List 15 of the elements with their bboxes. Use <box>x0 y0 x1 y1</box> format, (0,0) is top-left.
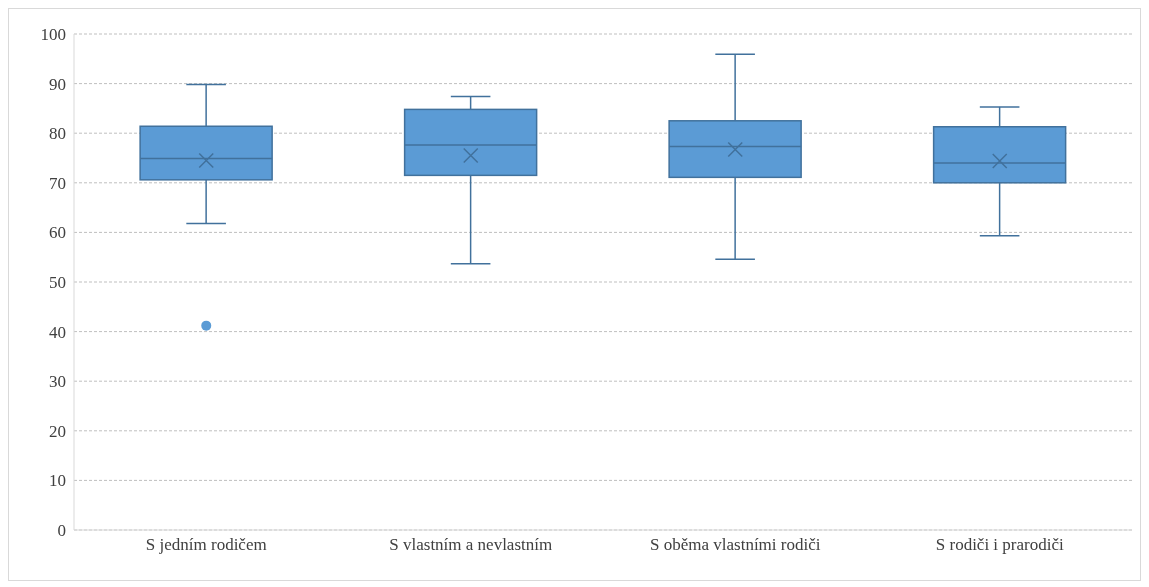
y-tick-label: 50 <box>49 273 66 293</box>
x-tick-label: S jedním rodičem <box>145 535 267 555</box>
y-tick-label: 10 <box>49 471 66 491</box>
x-tick-label: S oběma vlastními rodiči <box>650 535 821 555</box>
y-tick-label: 30 <box>49 372 66 392</box>
y-tick-label: 60 <box>49 223 66 243</box>
x-tick-label: S vlastním a nevlastním <box>389 535 553 555</box>
y-tick-label: 90 <box>49 74 66 94</box>
x-tick-label: S rodiči i prarodiči <box>935 535 1064 555</box>
y-tick-label: 100 <box>40 25 66 45</box>
y-tick-label: 20 <box>49 421 66 441</box>
y-tick-label: 0 <box>57 521 66 541</box>
y-tick-label: 80 <box>49 124 66 144</box>
y-tick-label: 40 <box>49 322 66 342</box>
y-tick-label: 70 <box>49 173 66 193</box>
